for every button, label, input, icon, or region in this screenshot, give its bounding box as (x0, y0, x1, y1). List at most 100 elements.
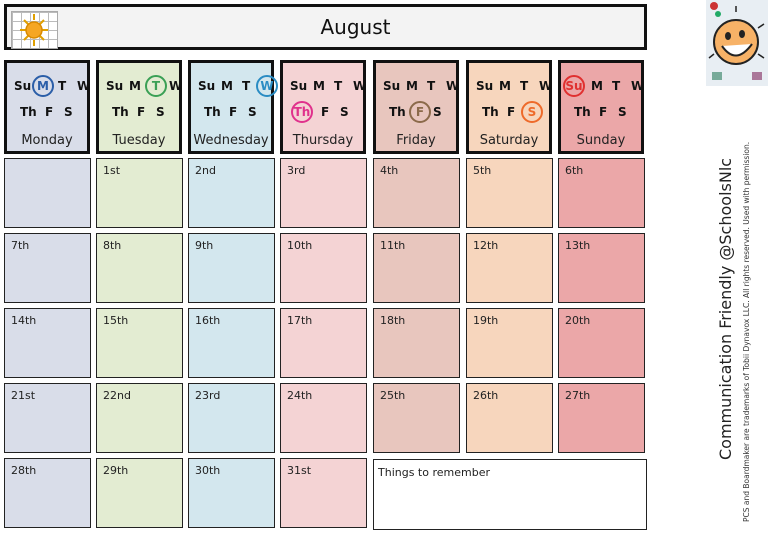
day-letter-highlight: W (256, 75, 278, 97)
day-letter: Th (389, 105, 406, 119)
day-name: Sunday (576, 133, 626, 148)
calendar-cell[interactable]: 8th (96, 233, 183, 303)
day-letter: Su (476, 79, 494, 93)
date-label: 25th (380, 389, 406, 402)
day-name: Tuesday (112, 133, 166, 148)
day-letter: M (129, 79, 141, 93)
day-letter: Su (383, 79, 401, 93)
calendar-cell[interactable]: 6th (558, 158, 645, 228)
calendar-cell[interactable]: 1st (96, 158, 183, 228)
day-name: Wednesday (193, 133, 269, 148)
calendar-cell[interactable]: 25th (373, 383, 460, 453)
date-label: 24th (287, 389, 313, 402)
day-header-2: Su M T W Th F S Wednesday (188, 60, 278, 154)
date-label: 28th (11, 464, 37, 477)
day-letter: M (221, 79, 233, 93)
day-letter: S (618, 105, 627, 119)
day-header-4: Su M T W Th F S Friday (373, 60, 459, 154)
calendar-cell[interactable]: 9th (188, 233, 275, 303)
calendar-cell[interactable]: 16th (188, 308, 275, 378)
calendar-cell[interactable]: 24th (280, 383, 367, 453)
day-letter-highlight: Su (563, 75, 585, 97)
calendar-cell[interactable]: 30th (188, 458, 275, 528)
month-title: August (320, 15, 391, 39)
date-label: 20th (565, 314, 591, 327)
calendar-cell[interactable]: 28th (4, 458, 91, 528)
date-label: 17th (287, 314, 313, 327)
date-label: 8th (103, 239, 122, 252)
day-letter-highlight: M (32, 75, 54, 97)
calendar-cell[interactable]: 26th (466, 383, 553, 453)
day-letter: Th (112, 105, 129, 119)
calendar-cell[interactable]: 2nd (188, 158, 275, 228)
day-letter: M (591, 79, 603, 93)
calendar-cell[interactable]: 23rd (188, 383, 275, 453)
day-header-6: Su M T W Th F S Sunday (558, 60, 644, 154)
date-label: 29th (103, 464, 129, 477)
day-letter: S (156, 105, 165, 119)
day-letter: T (334, 79, 343, 93)
calendar-cell[interactable]: 14th (4, 308, 91, 378)
day-letter: S (64, 105, 73, 119)
legal-text: PCS and Boardmaker are trademarks of Tob… (742, 141, 751, 522)
calendar-cell[interactable]: 4th (373, 158, 460, 228)
day-letter: Th (482, 105, 499, 119)
day-letter: F (507, 105, 516, 119)
day-letter: W (539, 79, 553, 93)
date-label: 1st (103, 164, 121, 177)
day-letter: T (612, 79, 621, 93)
day-letter: T (427, 79, 436, 93)
date-label: 21st (11, 389, 36, 402)
calendar-cell[interactable]: 21st (4, 383, 91, 453)
date-label: 5th (473, 164, 492, 177)
date-label: 18th (380, 314, 406, 327)
calendar-cell[interactable]: 12th (466, 233, 553, 303)
day-letter: Th (574, 105, 591, 119)
day-letter: T (242, 79, 251, 93)
date-label: 13th (565, 239, 591, 252)
day-letter: T (58, 79, 67, 93)
calendar-cell[interactable]: 31st (280, 458, 367, 528)
sun-icon (11, 11, 58, 49)
day-letter: Th (20, 105, 37, 119)
calendar-cell[interactable]: 15th (96, 308, 183, 378)
calendar-cell[interactable]: 27th (558, 383, 645, 453)
date-label: 23rd (195, 389, 221, 402)
calendar-cell[interactable]: 13th (558, 233, 645, 303)
day-header-1: Su M T W Th F S Tuesday (96, 60, 182, 154)
date-label: 12th (473, 239, 499, 252)
things-to-remember-box[interactable]: Things to remember (373, 459, 647, 530)
credit-text: Communication Friendly @SchoolsNlc (716, 157, 735, 460)
date-label: 19th (473, 314, 499, 327)
day-letter: Su (290, 79, 308, 93)
day-letter-highlight: F (409, 101, 431, 123)
calendar-cell[interactable]: 10th (280, 233, 367, 303)
date-label: 2nd (195, 164, 216, 177)
day-letter: W (353, 79, 367, 93)
calendar-cell[interactable]: 20th (558, 308, 645, 378)
date-label: 22nd (103, 389, 131, 402)
day-name: Thursday (292, 133, 354, 148)
calendar-cell[interactable]: 3rd (280, 158, 367, 228)
date-label: 15th (103, 314, 129, 327)
calendar-cell[interactable]: 19th (466, 308, 553, 378)
day-letter: W (446, 79, 460, 93)
month-title-bar: August (4, 4, 647, 50)
day-letter: Th (204, 105, 221, 119)
calendar-cell[interactable]: 17th (280, 308, 367, 378)
calendar-cell[interactable]: 7th (4, 233, 91, 303)
calendar-cell[interactable]: 11th (373, 233, 460, 303)
day-name: Saturday (479, 133, 539, 148)
day-letter: Su (14, 79, 32, 93)
day-letter: F (599, 105, 608, 119)
calendar-cell[interactable]: 29th (96, 458, 183, 528)
day-letter: M (406, 79, 418, 93)
calendar-cell[interactable]: 5th (466, 158, 553, 228)
calendar-cell[interactable]: 18th (373, 308, 460, 378)
day-letter-highlight: S (521, 101, 543, 123)
calendar-cell[interactable]: 22nd (96, 383, 183, 453)
date-label: 14th (11, 314, 37, 327)
day-letter: Su (106, 79, 124, 93)
date-label: 4th (380, 164, 399, 177)
calendar-cell[interactable] (4, 158, 91, 228)
